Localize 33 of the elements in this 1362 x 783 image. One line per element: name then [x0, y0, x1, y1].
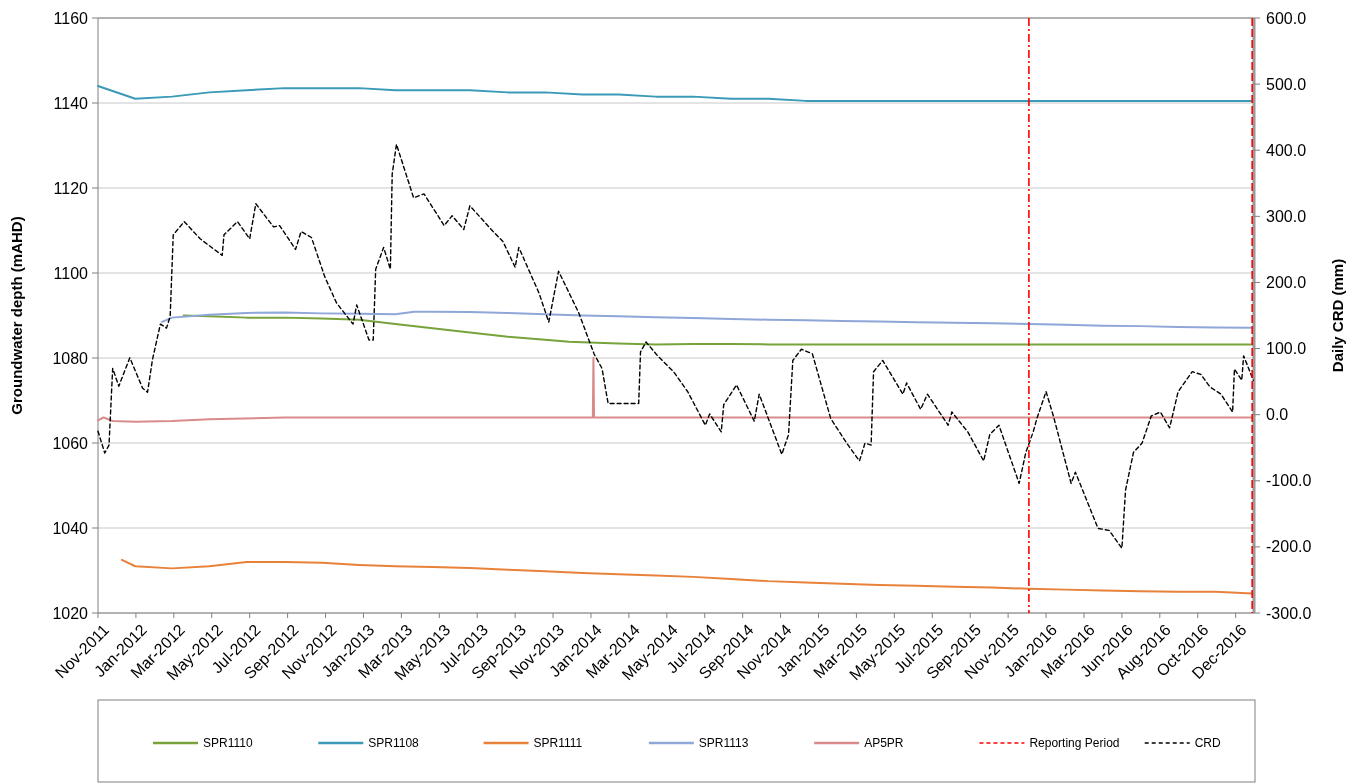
y2-tick-label: 100.0	[1266, 340, 1307, 358]
y-tick-label: 1120	[53, 179, 89, 197]
y2-axis-title: Daily CRD (mm)	[1329, 258, 1346, 373]
y-tick-label: 1140	[53, 94, 89, 112]
y-tick-label: 1160	[53, 9, 89, 27]
y2-tick-label: 400.0	[1266, 141, 1307, 159]
legend-label: SPR1110	[203, 736, 253, 751]
line-series	[97, 143, 1255, 549]
line-series	[161, 310, 1254, 329]
line-series	[182, 314, 1254, 346]
legend-label: SPR1113	[698, 736, 749, 751]
line-series	[97, 357, 1254, 423]
legend-label: CRD	[1194, 736, 1222, 751]
line-series	[97, 85, 1254, 102]
y-tick-label: 1020	[52, 604, 89, 622]
legend-label: SPR1111	[533, 736, 583, 751]
y2-tick-label: -100.0	[1266, 472, 1312, 490]
y-axis-title: Groundwater depth (mAHD)	[8, 216, 25, 415]
y-tick-label: 1100	[53, 264, 89, 282]
y2-tick-label: 200.0	[1266, 274, 1307, 292]
y2-tick-label: 600.0	[1266, 9, 1307, 27]
y-tick-label: 1060	[52, 434, 89, 452]
y-tick-label: 1040	[52, 519, 89, 537]
legend-label: Reporting Period	[1029, 736, 1120, 751]
y2-tick-label: 500.0	[1266, 75, 1307, 93]
legend-label: SPR1108	[368, 736, 420, 751]
y2-tick-label: 0.0	[1266, 406, 1289, 424]
y2-tick-label: -300.0	[1266, 604, 1312, 622]
legend-label: AP5PR	[864, 736, 904, 751]
y-tick-label: 1080	[52, 349, 89, 367]
y2-tick-label: -200.0	[1266, 538, 1312, 556]
line-series	[120, 558, 1254, 595]
y2-tick-label: 300.0	[1266, 207, 1307, 225]
